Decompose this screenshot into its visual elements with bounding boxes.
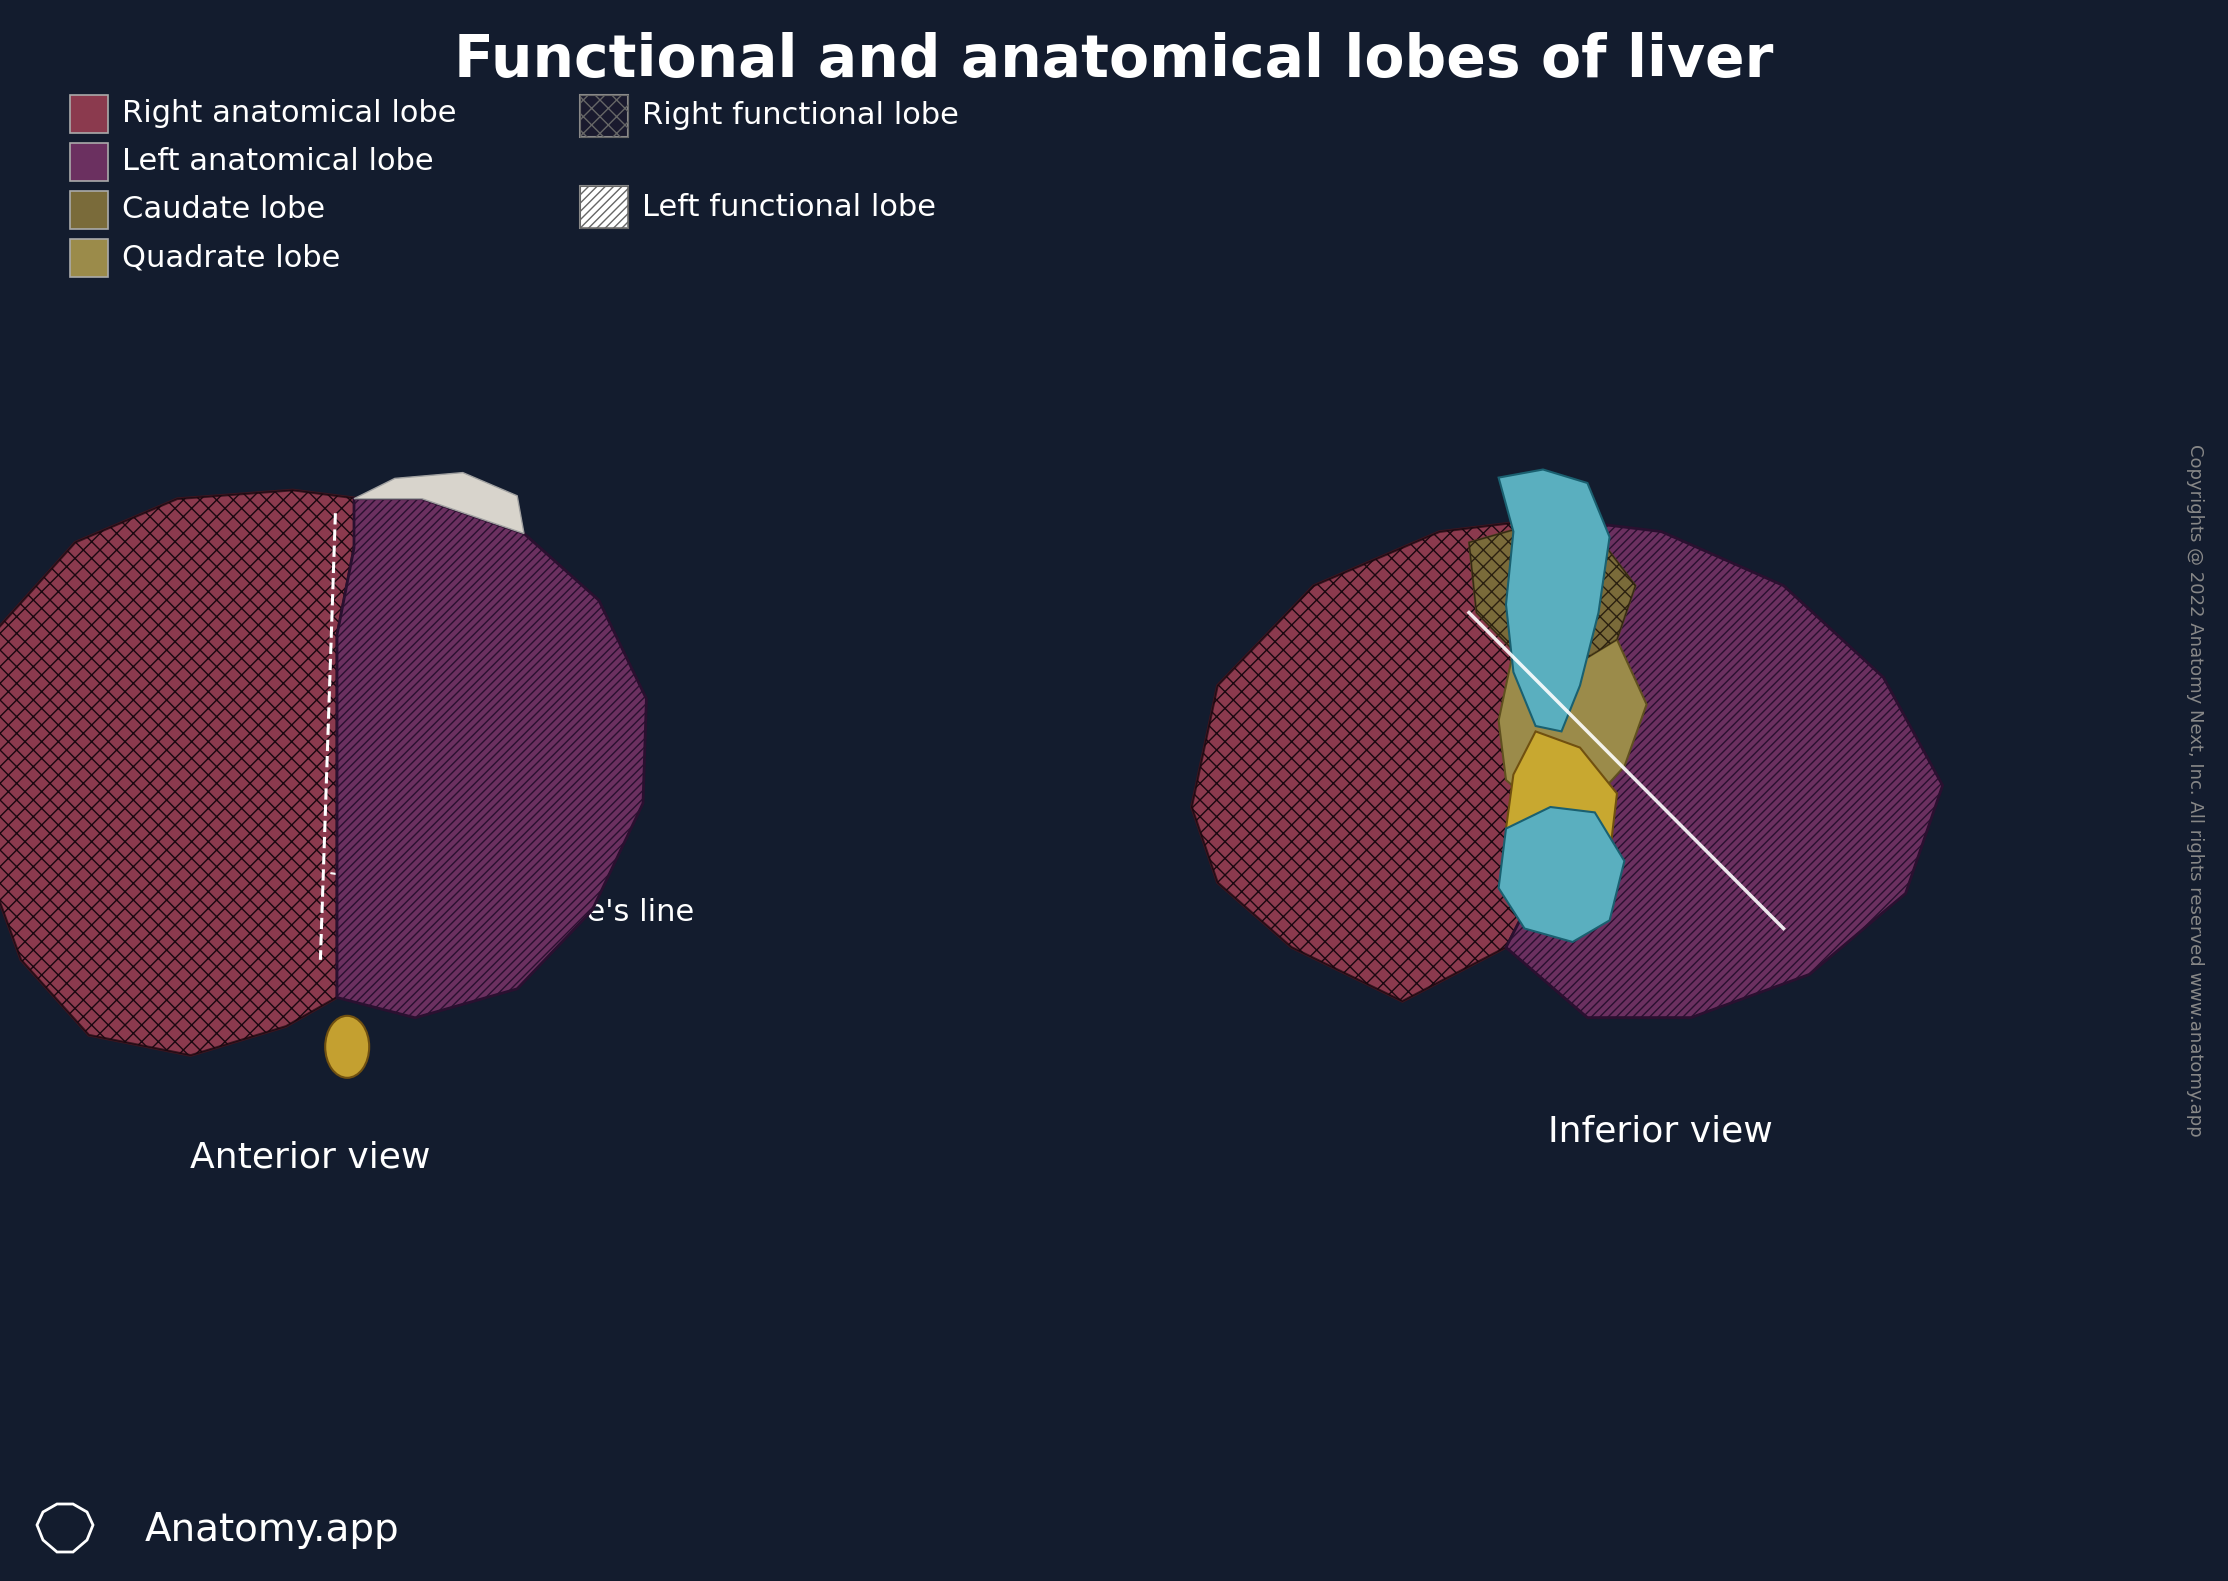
Polygon shape xyxy=(336,498,646,1018)
Polygon shape xyxy=(1499,470,1609,732)
Polygon shape xyxy=(1192,519,1551,1001)
Text: Right anatomical lobe: Right anatomical lobe xyxy=(123,100,457,128)
FancyBboxPatch shape xyxy=(69,191,107,229)
Text: Copyrights @ 2022 Anatomy Next, Inc. All rights reserved www.anatomy.app: Copyrights @ 2022 Anatomy Next, Inc. All… xyxy=(2186,444,2203,1137)
Text: Left functional lobe: Left functional lobe xyxy=(642,193,936,221)
FancyBboxPatch shape xyxy=(69,239,107,277)
Ellipse shape xyxy=(325,1017,370,1078)
Text: Quadrate lobe: Quadrate lobe xyxy=(123,243,341,272)
Text: Anatomy.app: Anatomy.app xyxy=(145,1511,399,1549)
Polygon shape xyxy=(1506,519,1943,1018)
Text: Anterior view: Anterior view xyxy=(189,1140,430,1175)
Polygon shape xyxy=(354,473,524,533)
Polygon shape xyxy=(1468,523,1635,667)
Polygon shape xyxy=(1506,732,1618,882)
Polygon shape xyxy=(1499,640,1646,813)
Polygon shape xyxy=(0,490,361,1056)
Text: Left anatomical lobe: Left anatomical lobe xyxy=(123,147,434,177)
Text: Caudate lobe: Caudate lobe xyxy=(123,196,325,225)
Text: Cantlie's line: Cantlie's line xyxy=(332,873,695,928)
FancyBboxPatch shape xyxy=(69,95,107,133)
Text: Inferior view: Inferior view xyxy=(1548,1115,1773,1148)
FancyBboxPatch shape xyxy=(579,95,628,138)
FancyBboxPatch shape xyxy=(69,142,107,180)
Polygon shape xyxy=(1499,806,1624,942)
Text: Functional and anatomical lobes of liver: Functional and anatomical lobes of liver xyxy=(455,32,1773,89)
FancyBboxPatch shape xyxy=(579,187,628,228)
Text: Right functional lobe: Right functional lobe xyxy=(642,101,958,131)
